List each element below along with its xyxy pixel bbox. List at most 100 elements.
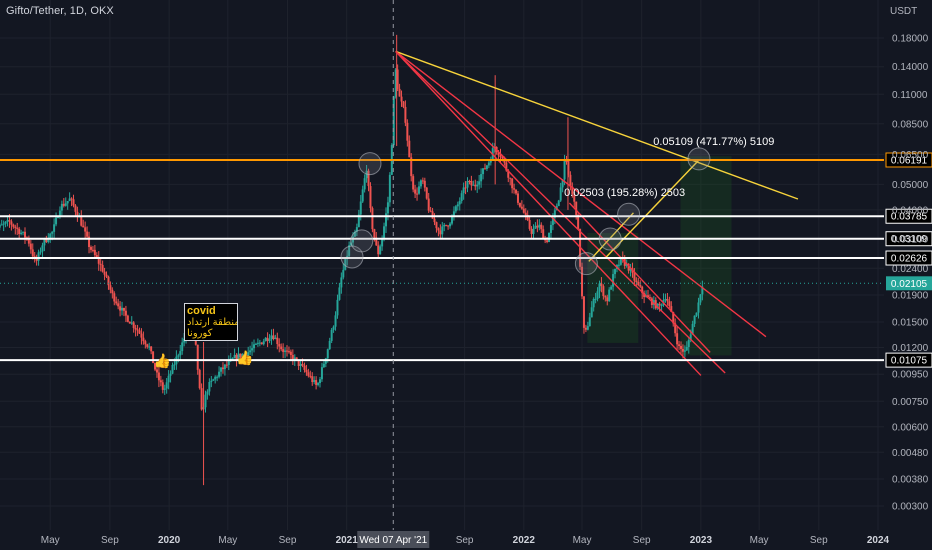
y-tick-label: 0.05000 [892,180,929,191]
candle-body [289,351,292,356]
candle-body [198,369,201,389]
candle-body [291,355,294,361]
candle-body [29,243,32,250]
candle-body [445,224,448,226]
candle-body [497,151,500,156]
candle-body [173,364,176,366]
measure-zone-2 [680,156,732,356]
candle-body [280,346,283,350]
candle-body [138,330,141,334]
candle-body [41,245,44,252]
candle-body [319,379,322,384]
candle-body [270,335,273,340]
candle-body [427,198,430,211]
candle-body [251,348,254,351]
x-tick-label: Sep [633,535,651,546]
candle-body [177,355,180,357]
x-tick-label: 2023 [690,535,713,546]
red-trendline-1 [395,50,767,338]
candle-body [581,266,584,297]
candle-body [64,203,67,206]
y-tick-label: 0.18000 [892,34,929,45]
level-tag-label: 0.06191 [891,155,928,166]
candle-body [462,187,465,194]
candle-body [179,351,182,356]
drawn-trendlines [395,50,799,376]
candle-body [278,344,281,347]
candle-body [548,232,551,242]
candle-body [563,160,566,180]
candle-body [398,88,401,97]
candle-body [660,305,663,307]
marker-circles: 👍 👍 [154,147,711,370]
red-trendline-2 [395,50,726,374]
candle-body [383,226,386,239]
candle-body [266,337,269,341]
candle-body [460,193,463,202]
candle-body [8,220,11,222]
candle-body [12,224,15,227]
candle-body [210,380,213,383]
candle-body [478,181,481,185]
candle-body [332,326,335,330]
candle-body [414,189,417,194]
candle-body [633,272,636,281]
candle-body [142,337,145,342]
candle-body [433,218,436,223]
marker-circle [358,152,382,176]
candle-body [216,376,219,378]
candle-body [43,238,46,246]
candle-body [532,228,535,234]
y-tick-label: 0.00300 [892,502,929,513]
candle-body [88,236,91,248]
y-tick-label: 0.08500 [892,119,929,130]
crosshair-date-label: Wed 07 Apr '21 [359,535,427,546]
candle-body [262,341,265,345]
candle-body [10,221,13,225]
y-tick-label: 0.00950 [892,370,929,381]
candle-body [483,168,486,170]
candle-body [658,303,661,306]
x-tick-label: May [750,535,769,546]
candle-body [456,204,459,207]
covid-note[interactable]: covid منطقة ارتداد كورونا [184,303,238,341]
candle-body [136,329,139,331]
candle-body [474,184,477,187]
x-tick-label: 2024 [867,535,890,546]
candle-body [588,317,591,327]
candle-body [247,352,250,357]
candle-body [551,217,554,225]
candle-body [359,201,362,215]
candle-body [336,299,339,316]
candle-body [377,245,380,255]
candle-body [412,176,415,190]
candle-body [82,225,85,228]
y-tick-label: 0.01900 [892,291,929,302]
candle-body [49,233,52,240]
candle-body [66,201,69,204]
level-tag [885,352,932,368]
candle-body [317,383,320,385]
candle-body [691,323,694,335]
candle-body [171,364,174,374]
candle-body [315,380,318,385]
candle-body [286,350,289,352]
note-line-1: منطقة ارتداد [187,317,238,328]
candle-body [582,296,585,328]
candle-body [505,162,508,171]
candle-body [536,225,539,228]
candle-body [520,206,523,209]
candle-body [212,379,215,381]
y-tick-label: 0.00380 [892,474,929,485]
y-tick-label: 0.01200 [892,343,929,354]
candle-body [97,257,100,264]
candle-body [155,369,158,373]
level-tag [885,152,932,168]
candle-body [627,263,630,271]
candle-body [55,217,58,225]
candle-body [695,312,698,316]
candle-body [511,178,514,189]
candle-body [311,376,314,383]
